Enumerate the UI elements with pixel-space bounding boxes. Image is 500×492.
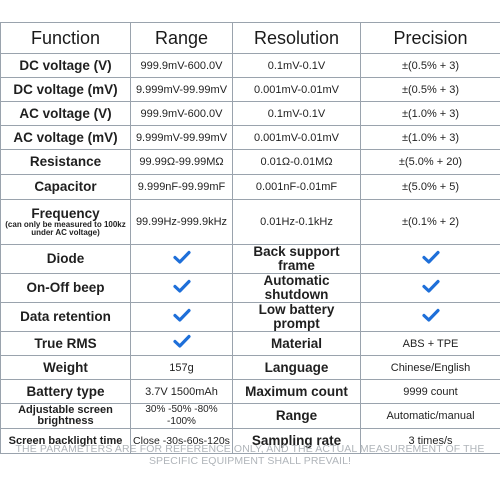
header-function: Function — [0, 22, 131, 54]
function-label: Frequency (can only be measured to 100kz… — [0, 199, 131, 245]
feature-value: 9999 count — [360, 379, 500, 404]
feature-label: Diode — [0, 244, 131, 274]
resolution-value: 0.001nF-0.01mF — [232, 174, 361, 200]
header-precision: Precision — [360, 22, 500, 54]
feature-label: Data retention — [0, 302, 131, 332]
resolution-value: 0.1mV-0.1V — [232, 101, 361, 126]
checkmark-icon — [421, 279, 440, 293]
feature-row: On-Off beep Automatic shutdown — [0, 273, 500, 303]
feature-value — [360, 302, 500, 332]
feature-label: Language — [232, 355, 361, 380]
feature-row: Adjustable screen brightness 30% -50% -8… — [0, 403, 500, 429]
function-label: DC voltage (mV) — [0, 77, 131, 102]
feature-value: 3 times/s — [360, 428, 500, 454]
measurement-row: Frequency (can only be measured to 100kz… — [0, 199, 500, 245]
measurement-row: Resistance 99.99Ω-99.99MΩ 0.01Ω-0.01MΩ ±… — [0, 149, 500, 175]
feature-value — [360, 273, 500, 303]
feature-label: Screen backlight time — [0, 428, 131, 454]
feature-value: ABS + TPE — [360, 331, 500, 356]
feature-label: On-Off beep — [0, 273, 131, 303]
function-label: AC voltage (mV) — [0, 125, 131, 150]
measurement-row: Capacitor 9.999nF-99.99mF 0.001nF-0.01mF… — [0, 174, 500, 200]
header-row: Function Range Resolution Precision — [0, 22, 500, 54]
feature-label: Battery type — [0, 379, 131, 404]
checkmark-icon — [172, 250, 191, 264]
precision-value: ±(0.5% + 3) — [360, 77, 500, 102]
range-value: 999.9mV-600.0V — [130, 53, 233, 78]
checkmark-icon — [172, 334, 191, 348]
checkmark-icon — [172, 279, 191, 293]
feature-value — [130, 302, 233, 332]
feature-value — [130, 273, 233, 303]
checkmark-icon — [421, 250, 440, 264]
feature-label: True RMS — [0, 331, 131, 356]
spec-table: Function Range Resolution Precision DC v… — [0, 22, 500, 454]
checkmark-icon — [421, 308, 440, 322]
feature-label: Automatic shutdown — [232, 273, 361, 303]
feature-row: Battery type 3.7V 1500mAh Maximum count … — [0, 379, 500, 404]
resolution-value: 0.001mV-0.01mV — [232, 125, 361, 150]
feature-label: Material — [232, 331, 361, 356]
feature-label: Maximum count — [232, 379, 361, 404]
feature-row: Weight 157g Language Chinese/English — [0, 355, 500, 380]
feature-row: True RMS Material ABS + TPE — [0, 331, 500, 356]
feature-label: Back support frame — [232, 244, 361, 274]
function-label: AC voltage (V) — [0, 101, 131, 126]
precision-value: ±(0.1% + 2) — [360, 199, 500, 245]
precision-value: ±(5.0% + 20) — [360, 149, 500, 175]
header-resolution: Resolution — [232, 22, 361, 54]
function-label: Capacitor — [0, 174, 131, 200]
feature-row: Diode Back support frame — [0, 244, 500, 274]
precision-value: ±(5.0% + 5) — [360, 174, 500, 200]
feature-value: 30% -50% -80% -100% — [130, 403, 233, 429]
precision-value: ±(1.0% + 3) — [360, 101, 500, 126]
range-value: 999.9mV-600.0V — [130, 101, 233, 126]
footnote: THE PARAMETERS ARE FOR REFERENCE ONLY, A… — [15, 443, 485, 467]
checkmark-icon — [172, 308, 191, 322]
frequency-label: Frequency — [31, 206, 100, 221]
feature-label: Weight — [0, 355, 131, 380]
precision-value: ±(1.0% + 3) — [360, 125, 500, 150]
feature-value — [130, 331, 233, 356]
resolution-value: 0.1mV-0.1V — [232, 53, 361, 78]
feature-row: Data retention Low battery prompt — [0, 302, 500, 332]
feature-label: Range — [232, 403, 361, 429]
measurement-row: DC voltage (mV) 9.999mV-99.99mV 0.001mV-… — [0, 77, 500, 102]
feature-value: 3.7V 1500mAh — [130, 379, 233, 404]
feature-label: Adjustable screen brightness — [0, 403, 131, 429]
header-range: Range — [130, 22, 233, 54]
resolution-value: 0.01Ω-0.01MΩ — [232, 149, 361, 175]
feature-value — [130, 244, 233, 274]
measurement-row: AC voltage (mV) 9.999mV-99.99mV 0.001mV-… — [0, 125, 500, 150]
feature-value: Automatic/manual — [360, 403, 500, 429]
range-value: 9.999mV-99.99mV — [130, 125, 233, 150]
precision-value: ±(0.5% + 3) — [360, 53, 500, 78]
resolution-value: 0.01Hz-0.1kHz — [232, 199, 361, 245]
range-value: 9.999nF-99.99mF — [130, 174, 233, 200]
feature-label: Low battery prompt — [232, 302, 361, 332]
feature-row: Screen backlight time Close -30s-60s-120… — [0, 428, 500, 454]
measurement-row: DC voltage (V) 999.9mV-600.0V 0.1mV-0.1V… — [0, 53, 500, 78]
range-value: 99.99Ω-99.99MΩ — [130, 149, 233, 175]
range-value: 9.999mV-99.99mV — [130, 77, 233, 102]
range-value: 99.99Hz-999.9kHz — [130, 199, 233, 245]
resolution-value: 0.001mV-0.01mV — [232, 77, 361, 102]
function-label: DC voltage (V) — [0, 53, 131, 78]
feature-value — [360, 244, 500, 274]
measurement-row: AC voltage (V) 999.9mV-600.0V 0.1mV-0.1V… — [0, 101, 500, 126]
feature-value: Chinese/English — [360, 355, 500, 380]
function-label: Resistance — [0, 149, 131, 175]
frequency-note: (can only be measured to 100kz under AC … — [5, 220, 126, 237]
feature-value: 157g — [130, 355, 233, 380]
